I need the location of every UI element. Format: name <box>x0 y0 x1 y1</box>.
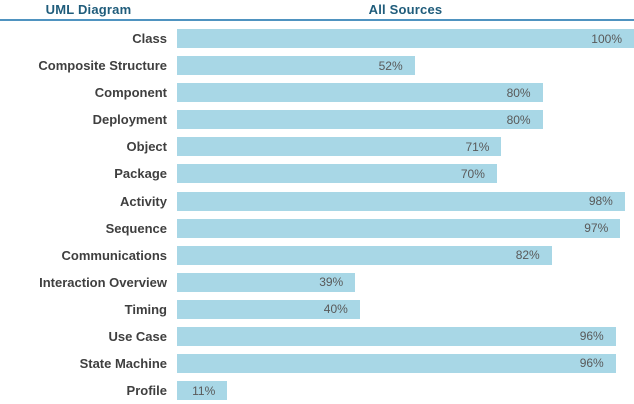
category-label: State Machine <box>79 355 167 371</box>
category-label: Activity <box>120 193 167 209</box>
category-label: Object <box>126 139 167 155</box>
sources-column-header: All Sources <box>368 2 443 17</box>
bar-row: Timing 40% <box>0 296 634 323</box>
bar-track: 82% <box>177 245 634 265</box>
bar-row: Package 70% <box>0 160 634 187</box>
category-label: Interaction Overview <box>39 274 167 290</box>
value-label: 52% <box>378 58 403 73</box>
bar: 70% <box>177 164 497 184</box>
bar: 80% <box>177 110 543 130</box>
bar-rows: Class 100% Composite Structure 52% Compo… <box>0 21 634 404</box>
bar-row: Sequence 97% <box>0 215 634 242</box>
value-label: 70% <box>460 166 485 181</box>
bar-row: Class 100% <box>0 25 634 52</box>
bar-row: Activity 98% <box>0 187 634 214</box>
value-label: 100% <box>591 31 622 46</box>
bar-track: 71% <box>177 137 634 157</box>
value-label: 71% <box>465 139 490 154</box>
bar: 96% <box>177 353 616 373</box>
bar-track: 80% <box>177 83 634 103</box>
value-label: 80% <box>506 112 531 127</box>
bar-track: 100% <box>177 29 634 49</box>
bar-row: Communications 82% <box>0 242 634 269</box>
bar: 98% <box>177 191 625 211</box>
bar: 96% <box>177 326 616 346</box>
bar: 40% <box>177 299 360 319</box>
bar: 80% <box>177 83 543 103</box>
category-label: Communications <box>61 247 167 263</box>
category-label: Class <box>132 31 167 47</box>
bar-track: 40% <box>177 299 634 319</box>
bar-row: Use Case 96% <box>0 323 634 350</box>
bar-track: 11% <box>177 381 634 401</box>
value-label: 80% <box>506 85 531 100</box>
value-label: 40% <box>323 302 348 317</box>
category-label: Use Case <box>108 328 167 344</box>
value-label: 98% <box>588 194 613 208</box>
bar: 71% <box>177 137 502 157</box>
bar-row: Deployment 80% <box>0 106 634 133</box>
chart-header: UML Diagram All Sources <box>0 0 634 21</box>
category-label: Component <box>94 85 167 101</box>
value-label: 82% <box>515 248 540 263</box>
value-label: 96% <box>579 329 604 344</box>
bar-track: 97% <box>177 218 634 238</box>
bar-row: State Machine 96% <box>0 350 634 377</box>
category-label: Composite Structure <box>38 58 167 74</box>
value-label: 96% <box>579 356 604 371</box>
bar-row: Profile 11% <box>0 377 634 404</box>
bar-track: 80% <box>177 110 634 130</box>
bar: 39% <box>177 272 356 292</box>
bar: 52% <box>177 56 415 76</box>
bar-row: Composite Structure 52% <box>0 52 634 79</box>
category-label: Profile <box>126 383 167 399</box>
bar-track: 52% <box>177 56 634 76</box>
bar-track: 96% <box>177 326 634 346</box>
bar-row: Component 80% <box>0 79 634 106</box>
bar: 82% <box>177 245 552 265</box>
value-label: 39% <box>319 275 344 290</box>
category-label: Deployment <box>92 112 167 128</box>
bar-track: 96% <box>177 353 634 373</box>
category-label: Sequence <box>105 220 167 236</box>
diagram-column-header: UML Diagram <box>45 2 132 17</box>
bar-track: 98% <box>177 191 634 211</box>
value-label: 11% <box>192 383 216 398</box>
bar: 97% <box>177 218 621 238</box>
bar: 11% <box>177 381 228 401</box>
category-label: Timing <box>124 301 167 317</box>
bar-row: Interaction Overview 39% <box>0 269 634 296</box>
bar-row: Object 71% <box>0 133 634 160</box>
bar-track: 39% <box>177 272 634 292</box>
bar-track: 70% <box>177 164 634 184</box>
bar: 100% <box>177 29 634 49</box>
value-label: 97% <box>584 221 609 236</box>
category-label: Package <box>114 166 167 182</box>
